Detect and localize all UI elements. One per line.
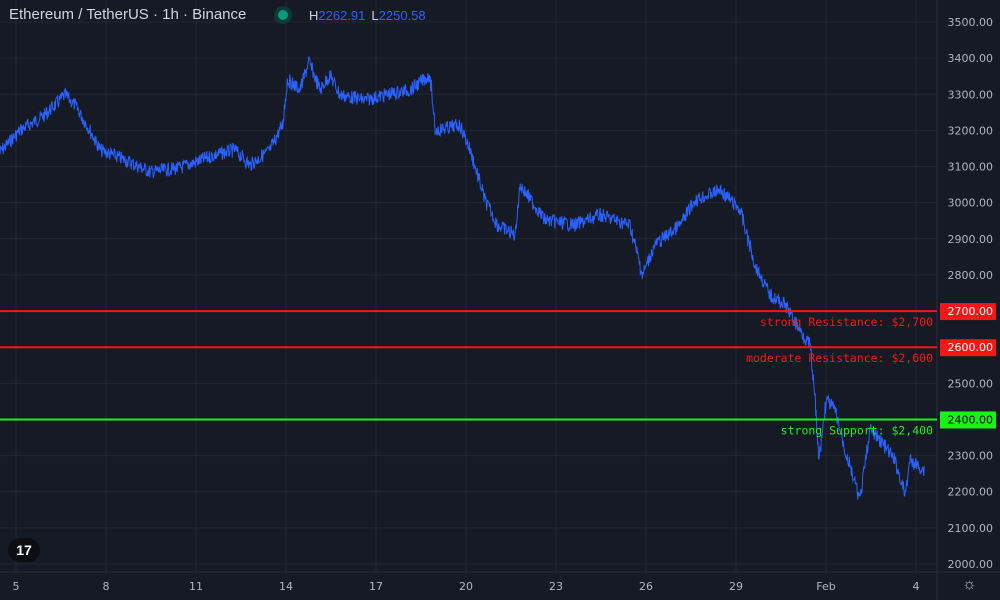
y-tick-label: 2300.00 xyxy=(948,450,994,463)
y-tick-label: 3200.00 xyxy=(948,124,994,137)
level-axis-label: 2600.00 xyxy=(948,341,994,354)
level-label: strong Resistance: $2,700 xyxy=(760,315,933,329)
x-tick-label: 14 xyxy=(279,580,293,593)
x-tick-label: 20 xyxy=(459,580,473,593)
y-tick-label: 3500.00 xyxy=(948,16,994,29)
level-label: moderate Resistance: $2,600 xyxy=(746,351,933,365)
level-label: strong Support: $2,400 xyxy=(781,423,933,437)
x-tick-label: 11 xyxy=(189,580,203,593)
y-tick-label: 3300.00 xyxy=(948,88,994,101)
y-tick-label: 3400.00 xyxy=(948,52,994,65)
symbol-title[interactable]: Ethereum / TetherUS · 1h · Binance xyxy=(9,6,247,23)
gear-icon[interactable]: ☼ xyxy=(962,576,977,593)
x-tick-label: 23 xyxy=(549,580,563,593)
low-label: L xyxy=(371,8,379,23)
level-axis-badge xyxy=(940,411,996,429)
y-tick-label: 3000.00 xyxy=(948,197,994,210)
market-status-icon xyxy=(278,10,288,20)
x-tick-label: 26 xyxy=(639,580,653,593)
y-tick-label: 2900.00 xyxy=(948,233,994,246)
x-tick-label: 29 xyxy=(729,580,743,593)
y-tick-label: 2500.00 xyxy=(948,377,994,390)
ohlc-readout: H2262.91 L2250.58 xyxy=(309,8,432,23)
y-tick-label: 2200.00 xyxy=(948,486,994,499)
x-tick-label: 17 xyxy=(369,580,383,593)
level-axis-label: 2400.00 xyxy=(948,413,994,426)
x-tick-label: 4 xyxy=(913,580,920,593)
x-tick-label: 8 xyxy=(103,580,110,593)
price-series-line xyxy=(0,56,925,500)
y-tick-label: 2800.00 xyxy=(948,269,994,282)
level-axis-label: 2700.00 xyxy=(948,305,994,318)
y-tick-label: 3100.00 xyxy=(948,161,994,174)
level-axis-badge xyxy=(940,339,996,357)
high-label: H xyxy=(309,8,319,23)
high-value: 2262.91 xyxy=(318,8,366,23)
x-tick-label: Feb xyxy=(816,580,835,593)
y-tick-label: 2100.00 xyxy=(948,522,994,535)
tradingview-logo[interactable]: 17 xyxy=(8,538,40,562)
low-value: 2250.58 xyxy=(378,8,426,23)
level-axis-badge xyxy=(940,303,996,321)
y-tick-label: 2000.00 xyxy=(948,558,994,571)
x-tick-label: 5 xyxy=(13,580,20,593)
